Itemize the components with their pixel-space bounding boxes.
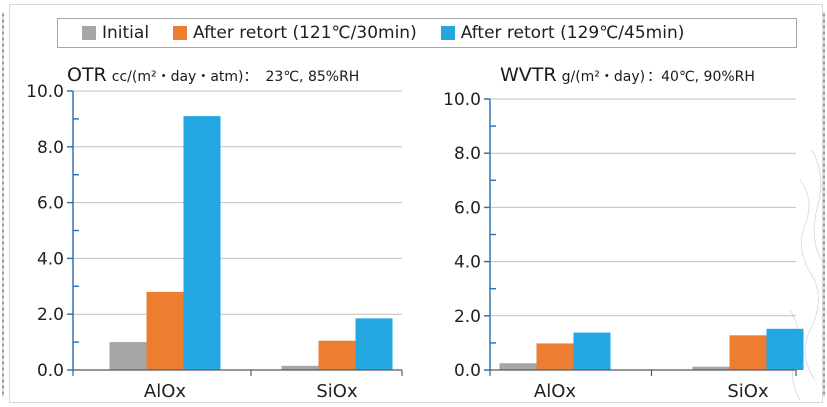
chart-panel-otr: 0.0 2.0 4.0 6.0 8.0 10.0 AlOx SiOx [26, 82, 403, 402]
bar-alox-after-retort-129-45min [183, 116, 221, 370]
legend: Initial After retort (121℃/30min) After … [57, 18, 797, 48]
y-tick-label-0-0: 0.0 [454, 361, 481, 381]
legend-swatch-retort-121 [173, 26, 188, 40]
figure-frame [9, 4, 823, 403]
legend-label-initial: Initial [102, 23, 150, 43]
x-category-label-alox: AlOx [144, 381, 186, 402]
y-tick-label-10-0: 10.0 [26, 82, 64, 102]
legend-label-retort-121: After retort (121℃/30min) [193, 23, 417, 43]
panel-title-wvtr-unit: g/(m²・day) [562, 69, 646, 85]
y-tick-label-4-0: 4.0 [37, 249, 64, 269]
panel-title-otr-unit: cc/(m²・day・atm)： [112, 69, 258, 85]
y-tick-label-2-0: 2.0 [37, 305, 64, 325]
bar-siox-after-retort-121-30min [318, 340, 356, 370]
panel-title-wvtr-cond: ：40℃, 90%RH [647, 69, 755, 85]
legend-swatch-retort-129 [440, 26, 455, 40]
bar-alox-after-retort-129-45min [573, 332, 611, 370]
bar-siox-after-retort-129-45min [355, 318, 393, 370]
panel-title-otr-cond: 23℃, 85%RH [266, 69, 360, 85]
legend-swatch-initial [82, 26, 96, 40]
y-tick-label-6-0: 6.0 [37, 194, 64, 214]
y-tick-label-8-0: 8.0 [454, 144, 481, 164]
panel-title-otr-main: OTR [67, 64, 107, 86]
bar-alox-initial [109, 342, 147, 370]
y-tick-label-10-0: 10.0 [443, 90, 481, 110]
legend-item-retort-129: After retort (129℃/45min) [440, 23, 685, 43]
y-tick-label-4-0: 4.0 [454, 253, 481, 273]
bar-alox-initial [499, 363, 537, 370]
x-category-label-siox: SiOx [316, 381, 358, 402]
bar-siox-after-retort-121-30min [729, 335, 767, 370]
chart-panel-wvtr: 0.0 2.0 4.0 6.0 8.0 10.0 AlOx SiOx [443, 90, 804, 402]
x-category-label-siox: SiOx [727, 381, 769, 402]
panel-title-wvtr-main: WVTR [500, 64, 557, 86]
y-tick-label-8-0: 8.0 [37, 138, 64, 158]
bar-siox-initial [692, 366, 730, 370]
legend-label-retort-129: After retort (129℃/45min) [460, 23, 685, 43]
panel-title-otr: OTR cc/(m²・day・atm)： 23℃, 85%RH [67, 64, 359, 86]
x-category-label-alox: AlOx [534, 381, 576, 402]
bar-alox-after-retort-121-30min [146, 291, 184, 370]
bar-siox-after-retort-129-45min [766, 328, 804, 370]
dotted-border-right [823, 12, 825, 397]
bar-alox-after-retort-121-30min [536, 343, 574, 370]
legend-item-initial: Initial [82, 23, 149, 43]
legend-item-retort-121: After retort (121℃/30min) [173, 23, 417, 43]
y-tick-label-6-0: 6.0 [454, 198, 481, 218]
y-tick-label-0-0: 0.0 [37, 361, 64, 381]
panel-title-wvtr: WVTR g/(m²・day) ：40℃, 90%RH [500, 64, 755, 86]
dotted-border-left [2, 12, 4, 397]
bar-siox-initial [281, 365, 319, 370]
y-tick-label-2-0: 2.0 [454, 307, 481, 327]
